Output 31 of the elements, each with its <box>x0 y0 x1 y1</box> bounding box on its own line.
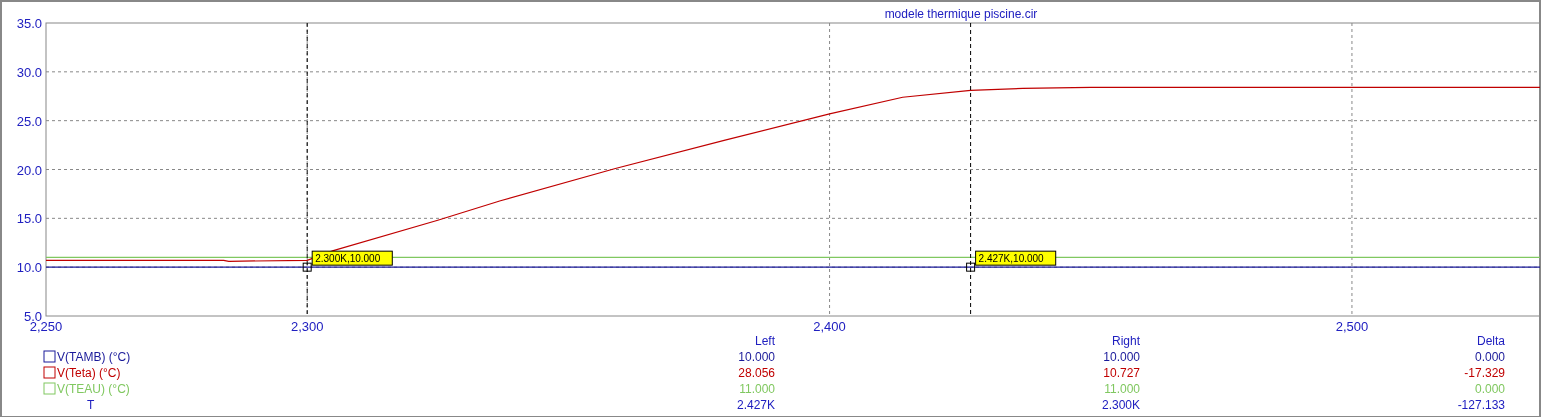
text: Delta <box>1476 334 1506 348</box>
ref-line-label: 2.300K,10.000 <box>315 253 381 265</box>
legend-label: V(TEAU) (°C) <box>57 382 130 396</box>
text: 10.727 <box>1103 366 1141 380</box>
x-tick-label: 2,300 <box>290 319 324 334</box>
text: -127.133 <box>1457 398 1506 412</box>
y-tick-label: 25.0 <box>16 113 42 129</box>
y-tick-label: 30.0 <box>16 64 42 80</box>
text: Right <box>1111 334 1141 348</box>
text: 11.000 <box>739 382 776 396</box>
text: T <box>87 398 95 412</box>
y-tick-label: 10.0 <box>16 260 42 276</box>
text: 2.300K <box>1101 398 1140 412</box>
text: 10.000 <box>1103 350 1141 364</box>
text: 11.000 <box>1104 382 1141 396</box>
x-tick-label: 2,400 <box>813 319 846 334</box>
text: -17.329 <box>1464 366 1506 380</box>
chart-title: modele thermique piscine.cir <box>884 7 1038 21</box>
text: 28.056 <box>738 366 776 380</box>
text: 10.000 <box>738 350 776 364</box>
x-tick-label: 2,500 <box>1335 319 1369 334</box>
y-tick-label: 15.0 <box>16 211 42 227</box>
text: 0.000 <box>1474 382 1506 396</box>
legend-label: V(Teta) (°C) <box>57 366 121 380</box>
ref-line-label: 2.427K,10.000 <box>978 253 1045 265</box>
text: 0.000 <box>1474 350 1506 364</box>
text: Left <box>754 334 776 348</box>
text: 2.427K <box>736 398 775 412</box>
y-tick-label: 35.0 <box>16 16 42 31</box>
legend-label: V(TAMB) (°C) <box>57 350 131 364</box>
y-tick-label: 20.0 <box>16 162 42 178</box>
